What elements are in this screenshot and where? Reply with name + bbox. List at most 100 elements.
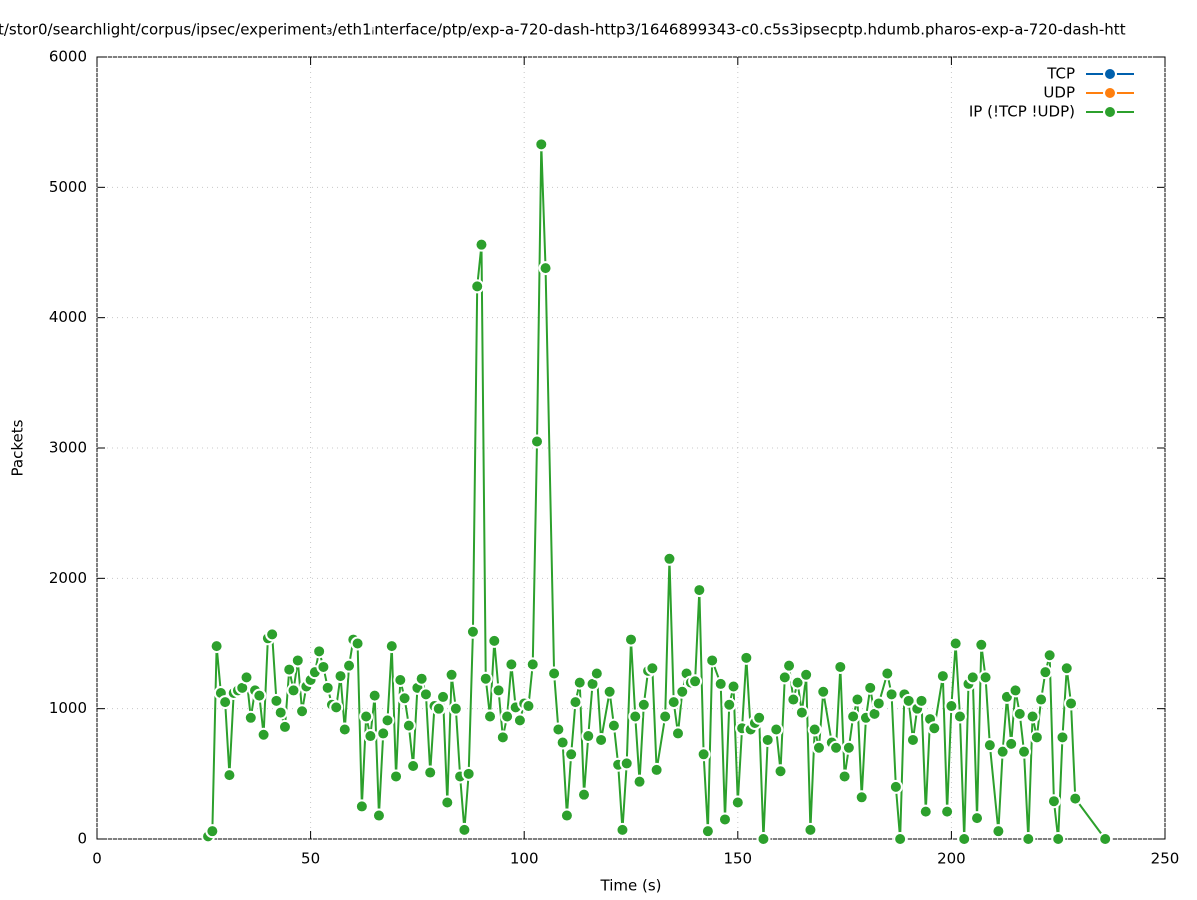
data-point [1051, 832, 1066, 846]
legend-label: IP (!TCP !UDP) [969, 103, 1075, 121]
data-point [705, 653, 720, 668]
data-point [277, 719, 292, 734]
data-point [615, 822, 630, 837]
data-point [739, 650, 754, 665]
data-point [312, 644, 327, 659]
data-point [1059, 661, 1074, 676]
data-point [863, 680, 878, 695]
x-tick-label: 0 [92, 850, 102, 868]
data-point [786, 692, 801, 707]
data-point [521, 699, 536, 714]
data-point [273, 705, 288, 720]
data-point [354, 799, 369, 814]
data-point [888, 779, 903, 794]
data-point [1064, 696, 1079, 711]
data-point [363, 729, 378, 744]
data-point [606, 718, 621, 733]
data-point [222, 768, 237, 783]
data-point [555, 735, 570, 750]
data-point [440, 795, 455, 810]
data-point [632, 774, 647, 789]
data-point [970, 811, 985, 826]
data-point [918, 804, 933, 819]
data-point [530, 434, 545, 449]
x-tick-label: 100 [510, 850, 539, 868]
y-tick-label: 1000 [49, 699, 87, 717]
data-point [1055, 730, 1070, 745]
data-point [534, 137, 549, 152]
data-point [1004, 736, 1019, 751]
y-tick-label: 0 [77, 830, 87, 848]
data-point [350, 636, 365, 651]
data-point [316, 659, 331, 674]
data-point [461, 766, 476, 781]
data-point [581, 729, 596, 744]
data-point [982, 738, 997, 753]
data-point [423, 765, 438, 780]
legend-label: UDP [1043, 84, 1075, 102]
data-point [833, 659, 848, 674]
legend-marker [1103, 105, 1117, 119]
data-point [871, 696, 886, 711]
data-point [790, 675, 805, 690]
data-point [359, 709, 374, 724]
data-point [666, 695, 681, 710]
data-point [286, 683, 301, 698]
data-point [559, 808, 574, 823]
data-point [269, 693, 284, 708]
data-point [337, 722, 352, 737]
data-point [290, 653, 305, 668]
data-point [265, 627, 280, 642]
data-point [389, 769, 404, 784]
x-tick-label: 150 [723, 850, 752, 868]
data-point [957, 832, 972, 846]
data-point [239, 670, 254, 685]
data-point [448, 701, 463, 716]
data-point [927, 721, 942, 736]
data-point [418, 687, 433, 702]
data-point [547, 666, 562, 681]
data-point [436, 689, 451, 704]
data-point [624, 632, 638, 647]
data-point [880, 666, 895, 681]
data-point [1098, 832, 1113, 846]
data-point [636, 697, 651, 712]
data-point [393, 672, 408, 687]
data-point [965, 670, 980, 685]
data-point [457, 822, 472, 837]
data-point [465, 624, 480, 639]
data-point [978, 670, 993, 685]
data-point [760, 732, 775, 747]
data-point [1046, 794, 1061, 809]
data-point [470, 279, 485, 294]
data-point [722, 697, 737, 712]
data-point [295, 704, 310, 719]
data-point [991, 824, 1006, 839]
data-point [756, 832, 771, 846]
data-point [384, 639, 399, 654]
data-point [1038, 665, 1053, 680]
y-tick-label: 3000 [49, 439, 87, 457]
data-point [577, 787, 592, 802]
data-point [504, 657, 519, 672]
data-point [700, 824, 715, 839]
data-point [512, 713, 527, 728]
data-point [846, 709, 861, 724]
data-point [491, 683, 506, 698]
data-point [794, 705, 809, 720]
data-point [1068, 791, 1083, 806]
y-axis-label: Packets [9, 419, 27, 476]
data-point [333, 669, 348, 684]
data-point [935, 669, 950, 684]
y-tick-label: 4000 [49, 308, 87, 326]
data-point [525, 657, 540, 672]
data-point [602, 684, 617, 699]
data-point [829, 740, 844, 755]
data-point [483, 709, 498, 724]
x-tick-label: 250 [1151, 850, 1180, 868]
data-point [320, 680, 335, 695]
data-point [1025, 709, 1040, 724]
data-point [1012, 706, 1027, 721]
data-point [777, 670, 792, 685]
